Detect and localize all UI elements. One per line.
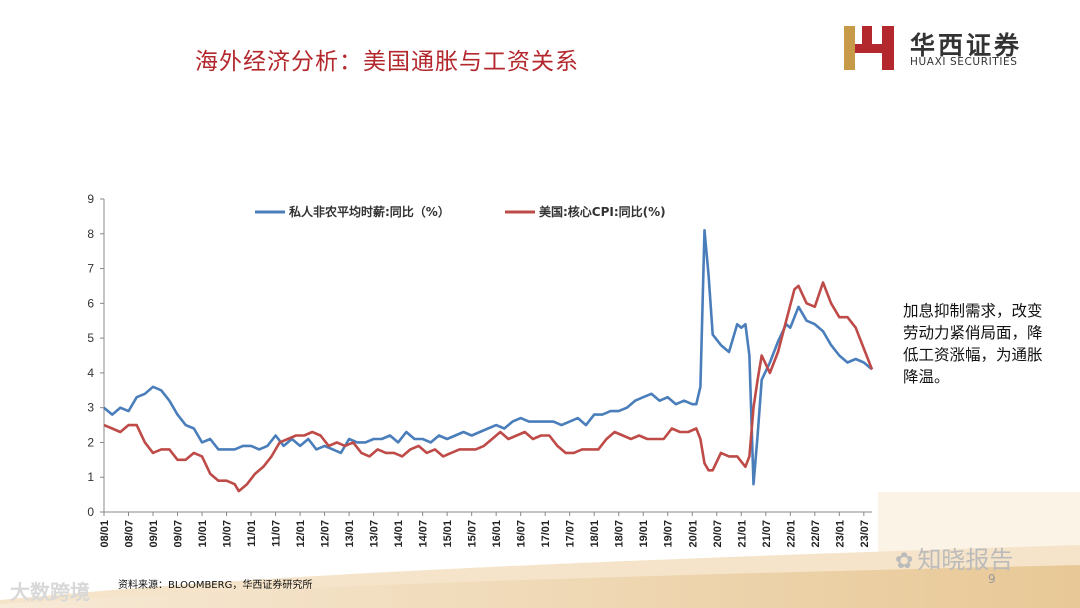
y-tick-label: 7 [87, 262, 94, 276]
y-tick-label: 0 [87, 505, 94, 519]
y-tick-label: 6 [87, 296, 94, 310]
x-tick-label: 14/01 [393, 520, 405, 548]
logo-text-cn: 华西证券 [910, 31, 1023, 60]
company-logo: 华西证券 HUAXI SECURITIES [842, 24, 1062, 74]
x-tick-label: 11/07 [271, 520, 283, 547]
y-tick-label: 1 [87, 470, 94, 484]
x-tick-label: 16/07 [516, 520, 528, 548]
x-tick-label: 21/01 [736, 520, 748, 548]
x-tick-label: 14/07 [418, 520, 430, 548]
x-tick-label: 11/01 [246, 520, 258, 547]
y-tick-label: 8 [87, 227, 94, 241]
x-tick-label: 12/01 [295, 520, 307, 548]
legend-label: 私人非农平均时薪:同比（%） [288, 204, 450, 219]
wechat-icon: ✿ [895, 549, 914, 574]
x-tick-label: 23/01 [834, 520, 846, 548]
x-tick-label: 18/07 [614, 520, 626, 548]
y-tick-label: 5 [87, 331, 94, 345]
page-number: 9 [988, 572, 996, 586]
series-line-wage [103, 229, 873, 486]
x-tick-label: 20/07 [712, 520, 724, 548]
y-tick-label: 2 [87, 435, 94, 449]
x-tick-label: 08/07 [124, 520, 136, 548]
x-tick-label: 10/07 [222, 520, 234, 548]
x-tick-label: 22/07 [810, 520, 822, 548]
source-note: 资料来源：BLOOMBERG，华西证券研究所 [118, 580, 313, 591]
x-tick-label: 23/07 [859, 520, 871, 548]
slide-title: 海外经济分析：美国通胀与工资关系 [195, 49, 579, 75]
watermark-left: 大数跨境 [10, 580, 90, 604]
x-tick-label: 15/07 [467, 520, 479, 548]
y-tick-label: 9 [87, 192, 94, 206]
x-tick-label: 22/01 [785, 520, 797, 548]
x-tick-label: 20/01 [687, 520, 699, 548]
x-tick-label: 17/07 [565, 520, 577, 548]
y-tick-label: 4 [87, 366, 94, 380]
analysis-note: 加息抑制需求，改变劳动力紧俏局面，降低工资涨幅，为通胀降温。 [903, 302, 1043, 386]
x-tick-label: 08/01 [99, 520, 111, 548]
y-tick-label: 3 [87, 401, 94, 415]
x-tick-label: 17/01 [540, 520, 552, 548]
watermark-right-text: 知晓报告 [917, 546, 1014, 574]
x-tick-label: 15/01 [442, 520, 454, 548]
logo-text-en: HUAXI SECURITIES [910, 56, 1018, 68]
x-tick-label: 19/01 [638, 520, 650, 548]
x-tick-label: 16/01 [491, 520, 503, 548]
x-tick-label: 13/07 [369, 520, 381, 548]
x-tick-label: 12/07 [320, 520, 332, 548]
x-tick-label: 18/01 [589, 520, 601, 548]
x-tick-label: 09/01 [148, 520, 160, 548]
x-tick-label: 09/07 [173, 520, 185, 548]
series-line-core-cpi [103, 281, 874, 493]
legend-label: 美国:核心CPI:同比(%) [539, 204, 666, 219]
watermark-right: ✿ 知晓报告 [895, 540, 1013, 575]
x-tick-label: 13/01 [344, 520, 356, 548]
x-tick-label: 19/07 [663, 520, 675, 548]
huaxi-logo-icon [844, 26, 894, 70]
x-tick-label: 10/01 [197, 520, 209, 548]
x-tick-label: 21/07 [761, 520, 773, 548]
